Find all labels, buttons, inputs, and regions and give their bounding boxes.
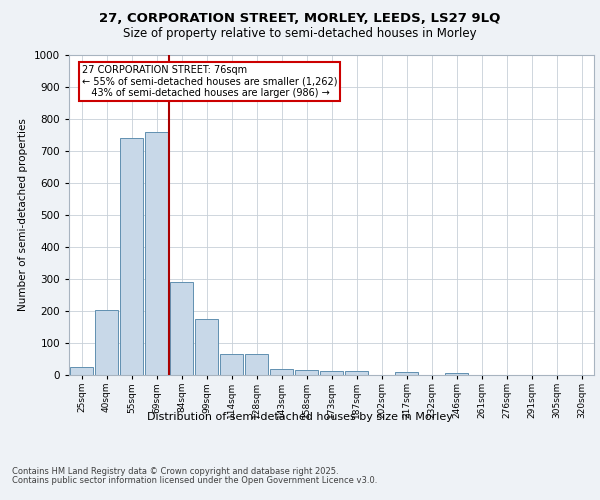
Bar — [245, 354, 268, 375]
Bar — [395, 372, 418, 375]
Text: 27 CORPORATION STREET: 76sqm
← 55% of semi-detached houses are smaller (1,262)
 : 27 CORPORATION STREET: 76sqm ← 55% of se… — [82, 64, 337, 98]
Bar — [145, 132, 169, 375]
Bar — [95, 310, 118, 375]
Bar — [269, 368, 293, 375]
Bar — [220, 354, 244, 375]
Y-axis label: Number of semi-detached properties: Number of semi-detached properties — [18, 118, 28, 312]
Text: Contains public sector information licensed under the Open Government Licence v3: Contains public sector information licen… — [12, 476, 377, 485]
Bar — [194, 318, 218, 375]
Bar — [119, 138, 143, 375]
Text: Contains HM Land Registry data © Crown copyright and database right 2025.: Contains HM Land Registry data © Crown c… — [12, 468, 338, 476]
Bar — [295, 370, 319, 375]
Bar — [320, 371, 343, 375]
Bar — [344, 371, 368, 375]
Text: Distribution of semi-detached houses by size in Morley: Distribution of semi-detached houses by … — [147, 412, 453, 422]
Bar — [445, 374, 469, 375]
Bar — [170, 282, 193, 375]
Bar — [70, 367, 94, 375]
Text: 27, CORPORATION STREET, MORLEY, LEEDS, LS27 9LQ: 27, CORPORATION STREET, MORLEY, LEEDS, L… — [100, 12, 500, 26]
Text: Size of property relative to semi-detached houses in Morley: Size of property relative to semi-detach… — [123, 28, 477, 40]
